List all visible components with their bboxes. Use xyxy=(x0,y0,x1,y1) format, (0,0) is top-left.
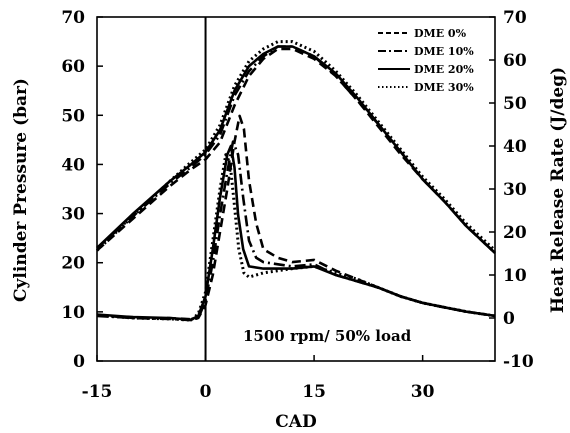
hrr-line-series-4 xyxy=(96,153,496,322)
hrr-line-series-3 xyxy=(96,144,496,321)
x-axis-label: CAD xyxy=(275,412,317,432)
left-y-tick-label: 0 xyxy=(73,352,85,372)
left-y-tick-label: 70 xyxy=(61,8,85,28)
hrr-line-series-2 xyxy=(96,140,496,322)
pressure-line-series-4 xyxy=(95,40,497,252)
left-y-tick-label: 30 xyxy=(61,205,85,225)
x-tick-label: 15 xyxy=(302,382,326,402)
left-y-axis: 0 10 20 30 40 50 60 70 xyxy=(61,8,103,372)
hrr-line-series-1 xyxy=(96,114,496,321)
right-y-tick-label: 10 xyxy=(503,266,527,286)
x-tick-label: 30 xyxy=(411,382,435,402)
right-y-tick-label: 30 xyxy=(503,180,527,200)
x-axis: -15 0 15 30 xyxy=(82,355,435,402)
right-y-tick-label: 50 xyxy=(503,94,527,114)
right-y-tick-label: 20 xyxy=(503,223,527,243)
legend-label: DME 20% xyxy=(414,63,474,76)
right-y-axis-label: Heat Release Rate (J/deg) xyxy=(548,67,568,313)
right-y-tick-label: 40 xyxy=(503,137,527,157)
right-y-tick-label: 60 xyxy=(503,51,527,71)
x-tick-label: 0 xyxy=(200,382,212,402)
annotation-condition: 1500 rpm/ 50% load xyxy=(243,327,412,345)
right-y-axis: -10 0 10 20 30 40 50 60 70 xyxy=(489,8,534,372)
left-y-axis-label: Cylinder Pressure (bar) xyxy=(11,78,31,302)
pressure-line-series-1 xyxy=(96,47,496,254)
pressure-line-series-2 xyxy=(96,45,496,254)
left-y-tick-label: 20 xyxy=(61,254,85,274)
left-y-tick-label: 60 xyxy=(61,57,85,77)
right-y-tick-label: 70 xyxy=(503,8,527,28)
left-y-tick-label: 10 xyxy=(61,303,85,323)
legend-label: DME 0% xyxy=(414,27,467,40)
series-lines xyxy=(95,40,497,322)
left-y-tick-label: 50 xyxy=(61,106,85,126)
pressure-line-series-3 xyxy=(96,45,496,254)
right-y-tick-label: -10 xyxy=(503,352,534,372)
legend-label: DME 30% xyxy=(414,81,474,94)
x-tick-label: -15 xyxy=(82,382,113,402)
legend-label: DME 10% xyxy=(414,45,474,58)
left-y-tick-label: 40 xyxy=(61,155,85,175)
right-y-tick-label: 0 xyxy=(503,309,515,329)
legend: DME 0% DME 10% DME 20% DME 30% xyxy=(378,27,474,94)
